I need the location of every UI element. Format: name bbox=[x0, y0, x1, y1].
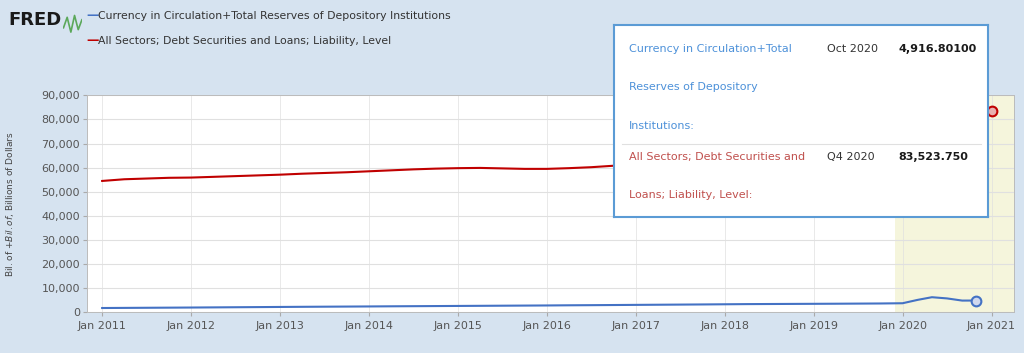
Text: Oct 2020: Oct 2020 bbox=[827, 44, 879, 54]
Text: Institutions:: Institutions: bbox=[630, 121, 695, 131]
Text: Q4 2020: Q4 2020 bbox=[827, 152, 876, 162]
Text: 4,916.80100: 4,916.80100 bbox=[898, 44, 977, 54]
Text: —: — bbox=[86, 10, 98, 22]
Text: 83,523.750: 83,523.750 bbox=[898, 152, 969, 162]
Text: FRED: FRED bbox=[8, 11, 61, 29]
Text: Currency in Circulation+Total Reserves of Depository Institutions: Currency in Circulation+Total Reserves o… bbox=[98, 11, 451, 21]
Text: All Sectors; Debt Securities and Loans; Liability, Level: All Sectors; Debt Securities and Loans; … bbox=[98, 36, 391, 46]
Text: Loans; Liability, Level:: Loans; Liability, Level: bbox=[630, 190, 753, 200]
Text: All Sectors; Debt Securities and: All Sectors; Debt Securities and bbox=[630, 152, 806, 162]
Text: Bil. of $+Bil. of $, Billions of Dollars: Bil. of $+Bil. of $, Billions of Dollars bbox=[4, 131, 16, 277]
Text: Reserves of Depository: Reserves of Depository bbox=[630, 82, 758, 92]
Text: Currency in Circulation+Total: Currency in Circulation+Total bbox=[630, 44, 793, 54]
Bar bbox=[895, 95, 1014, 312]
Text: —: — bbox=[86, 34, 98, 47]
